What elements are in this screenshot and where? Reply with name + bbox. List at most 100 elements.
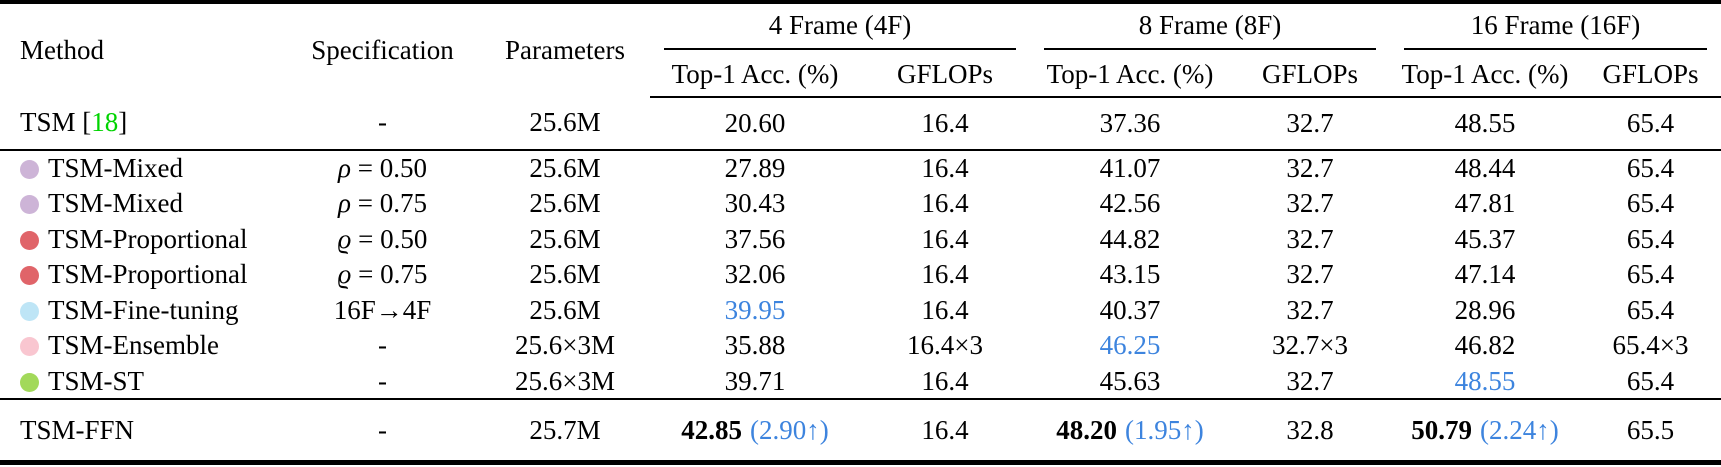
top1-acc-8f-cell: 46.25	[1030, 328, 1230, 364]
top1-acc-4f-cell: 39.71	[650, 363, 860, 401]
value: 65.4	[1626, 152, 1675, 183]
value: 30.43	[724, 187, 786, 218]
method-cell: TSM-ST	[0, 363, 285, 401]
top1-acc-4f-cell: 20.60	[650, 97, 860, 151]
specification-cell: -	[285, 97, 480, 151]
value: 32.7	[1286, 187, 1334, 218]
specification-cell: -	[378, 414, 387, 445]
parameters-cell: 25.6M	[529, 187, 601, 218]
top1-acc-8f-cell: 37.36	[1030, 97, 1231, 151]
method-color-dot-icon	[20, 159, 39, 179]
parameters-cell: 25.7M	[529, 414, 601, 445]
gflops-8f-cell: 32.7	[1230, 97, 1391, 151]
specification-cell: 16F→4F	[333, 294, 432, 325]
gflops-16f-cell: 65.4	[1580, 292, 1721, 328]
method-label: TSM-Proportional	[48, 223, 248, 254]
group-header-8f: 8 Frame (8F)	[1030, 2, 1390, 52]
top1-acc-16f-cell: 48.55	[1390, 97, 1581, 151]
top1-acc-8f-cell: 41.07	[1030, 150, 1230, 186]
table-row: TSM-Mixed ρ = 0.50 25.6M 27.89 16.4 41.07 32.7…	[0, 150, 1721, 186]
value: 32.8	[1286, 414, 1334, 445]
gflops-8f-cell: 32.7	[1230, 186, 1390, 222]
table-row: TSM-Fine-tuning 16F→4F 25.6M 39.95 16.4 40.37…	[0, 292, 1721, 328]
method-label: TSM-Mixed	[48, 152, 183, 183]
value: 35.88	[724, 330, 786, 361]
gflops-16f-cell: 65.4×3	[1580, 328, 1721, 364]
improvement-delta: (1.95↑)	[1125, 414, 1204, 445]
value: 42.56	[1099, 187, 1161, 218]
top1-acc-16f-cell: 48.44	[1390, 150, 1580, 186]
group-header-16f-label: 16 Frame (16F)	[1404, 6, 1708, 50]
method-color-dot-icon	[20, 337, 39, 357]
top1-acc-8f-cell: 43.15	[1030, 257, 1230, 293]
group-header-4f-label: 4 Frame (4F)	[664, 6, 1017, 50]
parameters-cell: 25.6×3M	[480, 363, 650, 401]
value: 16.4	[921, 223, 969, 254]
citation-ref: [18]	[75, 107, 128, 138]
parameters-cell: 25.6M	[529, 294, 601, 325]
gflops-4f-cell: 16.4	[860, 292, 1030, 328]
gflops-4f-cell: 16.4	[860, 186, 1030, 222]
gflops-4f-cell: 16.4	[860, 399, 1030, 462]
value: 32.7	[1286, 223, 1334, 254]
value: 32.7	[1286, 294, 1334, 325]
spec-symbol: ϱ	[337, 259, 352, 290]
value: 16.4	[921, 259, 969, 290]
gflops-4f-cell: 16.4	[860, 363, 1031, 401]
value: 46.82	[1454, 330, 1516, 361]
gflops-16f-cell: 65.4	[1580, 363, 1721, 401]
top1-acc-16f-cell: 46.82	[1390, 328, 1580, 364]
gflops-16f-cell: 65.4	[1580, 150, 1721, 186]
value: 44.82	[1099, 223, 1161, 254]
value: 47.14	[1454, 259, 1516, 290]
specification-cell: -	[285, 363, 480, 401]
value: 65.4	[1626, 365, 1675, 396]
col-header-top1-acc-16f: Top-1 Acc. (%)	[1390, 52, 1581, 98]
method-label: TSM-Fine-tuning	[48, 294, 239, 325]
method-cell: TSM-Mixed	[0, 150, 285, 186]
value: 37.36	[1099, 107, 1161, 138]
method-color-dot-icon	[20, 301, 39, 321]
method-label: TSM-FFN	[20, 414, 135, 445]
top1-acc-16f-cell: 48.55	[1390, 363, 1581, 401]
value: 65.4×3	[1612, 330, 1689, 361]
method-cell: TSM-Mixed	[0, 186, 285, 222]
top1-acc-16f-cell: 50.79 (2.24↑)	[1390, 399, 1580, 462]
method-cell: TSM-FFN	[0, 399, 285, 462]
value: 16.4	[921, 414, 969, 445]
value: 45.63	[1099, 365, 1161, 396]
value: 16.4	[921, 187, 969, 218]
specification-cell: -	[378, 330, 387, 361]
gflops-8f-cell: 32.8	[1230, 399, 1390, 462]
value: 65.4	[1626, 187, 1675, 218]
top1-acc-16f-cell: 28.96	[1390, 292, 1580, 328]
spec-symbol: ρ	[338, 187, 351, 218]
col-header-gflops-16f: GFLOPs	[1580, 52, 1721, 98]
table-row: TSM [18] -25.6M 20.60 16.4 37.36 32.7 48.55 65.…	[0, 97, 1721, 151]
gflops-8f-cell: 32.7	[1230, 150, 1390, 186]
method-cell: TSM [18]	[0, 97, 285, 151]
value: 39.71	[724, 365, 786, 396]
gflops-4f-cell: 16.4	[860, 150, 1030, 186]
col-header-top1-acc-8f: Top-1 Acc. (%)	[1030, 52, 1231, 98]
gflops-8f-cell: 32.7	[1230, 292, 1390, 328]
top1-acc-4f-cell: 39.95	[650, 292, 860, 328]
method-color-dot-icon	[20, 266, 39, 286]
gflops-16f-cell: 65.4	[1580, 221, 1721, 257]
table-header: Method Specification Parameters 4 Frame …	[0, 2, 1721, 98]
value: 32.7×3	[1272, 330, 1349, 361]
method-label: TSM	[20, 107, 76, 138]
col-header-top1-acc-4f: Top-1 Acc. (%)	[650, 52, 860, 98]
value: 39.95	[724, 294, 786, 325]
improvement-delta: (2.90↑)	[750, 414, 829, 445]
method-cell: TSM-Fine-tuning	[0, 292, 285, 328]
specification-cell: ρ = 0.50	[338, 152, 427, 183]
top1-acc-4f-cell: 27.89	[650, 150, 860, 186]
value: 41.07	[1099, 152, 1161, 183]
method-cell: TSM-Proportional	[0, 257, 285, 293]
citation-number: 18	[91, 107, 119, 138]
table-row: TSM-FFN - 25.7M 42.85 (2.90↑) 16.4 48.20 (1.95↑…	[0, 399, 1721, 462]
top1-acc-4f-cell: 30.43	[650, 186, 860, 222]
value: 43.15	[1099, 259, 1161, 290]
